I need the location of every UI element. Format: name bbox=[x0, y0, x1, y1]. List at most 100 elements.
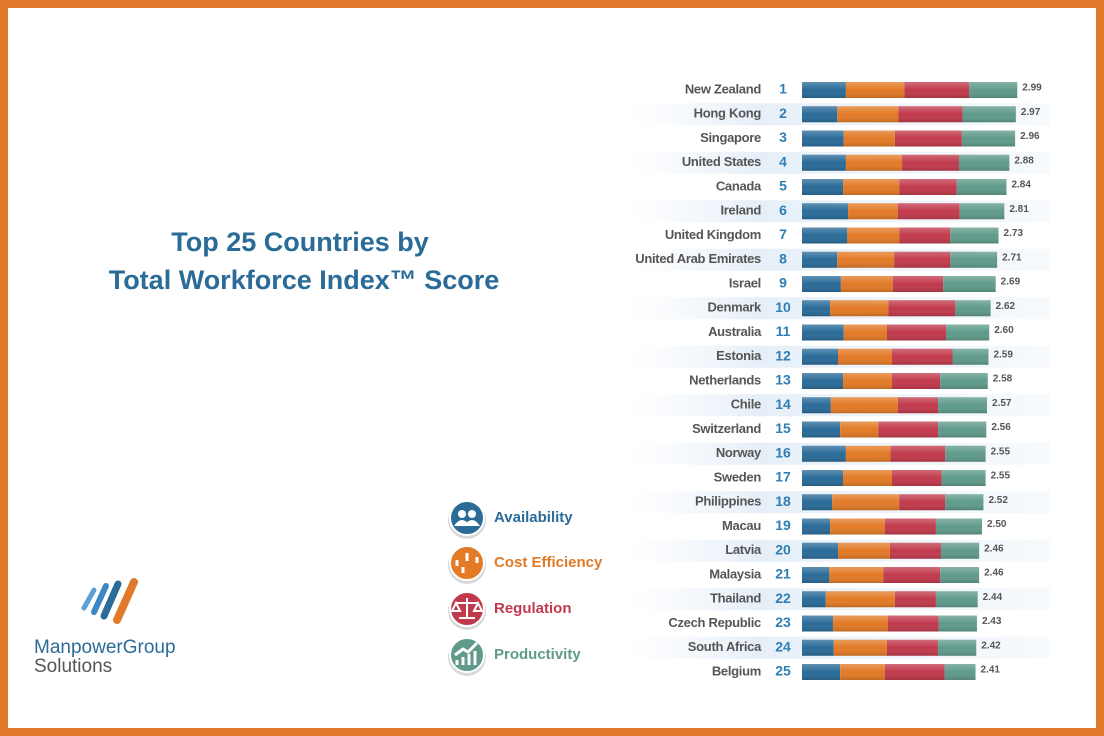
bar-shade bbox=[802, 324, 990, 341]
bar-shade bbox=[802, 470, 986, 486]
total-label: 2.55 bbox=[991, 446, 1011, 457]
total-label: 2.60 bbox=[994, 325, 1014, 336]
category-label: Ireland bbox=[720, 203, 761, 218]
bar-shade bbox=[802, 567, 980, 583]
icon bbox=[454, 641, 479, 665]
category-label: Denmark bbox=[707, 300, 762, 315]
total-label: 2.97 bbox=[1021, 107, 1041, 118]
rank-label: 8 bbox=[779, 250, 787, 266]
bar-shade bbox=[802, 179, 1007, 195]
title-line: Total Workforce Index™ Score bbox=[109, 265, 500, 295]
total-label: 2.50 bbox=[987, 519, 1007, 530]
category-label: Czech Republic bbox=[668, 615, 761, 630]
bar-shade bbox=[802, 300, 991, 317]
category-label: Philippines bbox=[695, 494, 761, 509]
rank-label: 20 bbox=[775, 541, 791, 557]
total-label: 2.73 bbox=[1004, 228, 1024, 239]
total-label: 2.56 bbox=[991, 422, 1011, 433]
logo-text: Solutions bbox=[34, 656, 112, 677]
total-label: 2.46 bbox=[984, 543, 1004, 554]
legend-label: Productivity bbox=[494, 646, 581, 663]
bar-shade bbox=[802, 542, 980, 559]
total-label: 2.55 bbox=[991, 471, 1011, 482]
category-label: United Arab Emirates bbox=[635, 251, 761, 266]
legend-item: Availability bbox=[448, 500, 573, 539]
bar-shade bbox=[802, 518, 982, 535]
total-label: 2.52 bbox=[988, 495, 1008, 506]
total-label: 2.41 bbox=[981, 665, 1001, 676]
legend-icon bbox=[449, 500, 485, 536]
total-label: 2.71 bbox=[1002, 252, 1022, 263]
rank-label: 11 bbox=[776, 323, 791, 339]
category-label: United States bbox=[682, 154, 761, 169]
rank-label: 24 bbox=[775, 638, 791, 654]
total-label: 2.81 bbox=[1009, 204, 1029, 215]
rank-label: 6 bbox=[779, 202, 787, 218]
bar-shade bbox=[802, 639, 977, 656]
rank-label: 9 bbox=[779, 275, 787, 291]
rank-label: 25 bbox=[775, 663, 791, 679]
rank-label: 14 bbox=[775, 396, 791, 412]
rank-label: 21 bbox=[775, 566, 791, 582]
bar-shade bbox=[802, 664, 976, 680]
bar-shade bbox=[802, 348, 989, 365]
icon bbox=[450, 598, 484, 619]
rank-label: 17 bbox=[775, 469, 791, 485]
icon bbox=[458, 510, 466, 518]
rank-label: 12 bbox=[775, 347, 791, 363]
category-label: Netherlands bbox=[689, 372, 761, 387]
category-label: Norway bbox=[716, 445, 762, 460]
total-label: 2.44 bbox=[983, 592, 1003, 603]
icon bbox=[455, 553, 479, 573]
bar-shade bbox=[802, 615, 977, 632]
total-label: 2.59 bbox=[993, 349, 1013, 360]
category-label: Switzerland bbox=[692, 421, 761, 436]
legend-item: Regulation bbox=[448, 591, 572, 630]
total-label: 2.84 bbox=[1011, 180, 1031, 191]
legend-item: Productivity bbox=[448, 637, 581, 676]
bar-shade bbox=[802, 494, 984, 511]
category-label: Chile bbox=[731, 397, 761, 412]
bar-shade bbox=[802, 373, 988, 389]
total-label: 2.58 bbox=[993, 374, 1013, 385]
total-label: 2.96 bbox=[1020, 131, 1040, 142]
category-label: Canada bbox=[716, 178, 762, 193]
bar-shade bbox=[802, 445, 986, 462]
total-label: 2.42 bbox=[981, 640, 1001, 651]
category-label: New Zealand bbox=[685, 81, 762, 96]
icon bbox=[454, 520, 480, 526]
category-label: Israel bbox=[729, 275, 761, 290]
category-label: Hong Kong bbox=[694, 106, 762, 121]
logo-text: ManpowerGroup bbox=[34, 637, 176, 658]
rank-label: 13 bbox=[775, 372, 791, 388]
rank-label: 22 bbox=[775, 590, 791, 606]
bar-shade bbox=[802, 591, 978, 608]
bar-shade bbox=[802, 397, 988, 414]
rank-label: 5 bbox=[779, 178, 787, 194]
category-label: Belgium bbox=[712, 663, 761, 678]
rank-label: 3 bbox=[779, 129, 787, 145]
rank-label: 19 bbox=[775, 517, 791, 533]
total-label: 2.46 bbox=[984, 568, 1004, 579]
category-label: South Africa bbox=[688, 639, 762, 654]
bar-shade bbox=[802, 276, 996, 292]
total-label: 2.69 bbox=[1001, 277, 1021, 288]
category-label: Australia bbox=[708, 324, 762, 339]
rank-label: 10 bbox=[775, 299, 791, 315]
category-label: Macau bbox=[722, 518, 761, 533]
rank-label: 18 bbox=[775, 493, 791, 509]
category-label: Singapore bbox=[700, 130, 761, 145]
bar-shade bbox=[802, 227, 999, 244]
bar-shade bbox=[802, 421, 987, 438]
bar-shade bbox=[802, 203, 1005, 220]
rank-label: 16 bbox=[775, 444, 791, 460]
total-label: 2.43 bbox=[982, 616, 1002, 627]
rank-label: 1 bbox=[779, 81, 787, 97]
bar-shade bbox=[802, 106, 1016, 123]
category-label: Sweden bbox=[714, 469, 762, 484]
legend-label: Regulation bbox=[494, 600, 572, 617]
rank-label: 4 bbox=[779, 153, 787, 169]
rank-label: 15 bbox=[775, 420, 791, 436]
